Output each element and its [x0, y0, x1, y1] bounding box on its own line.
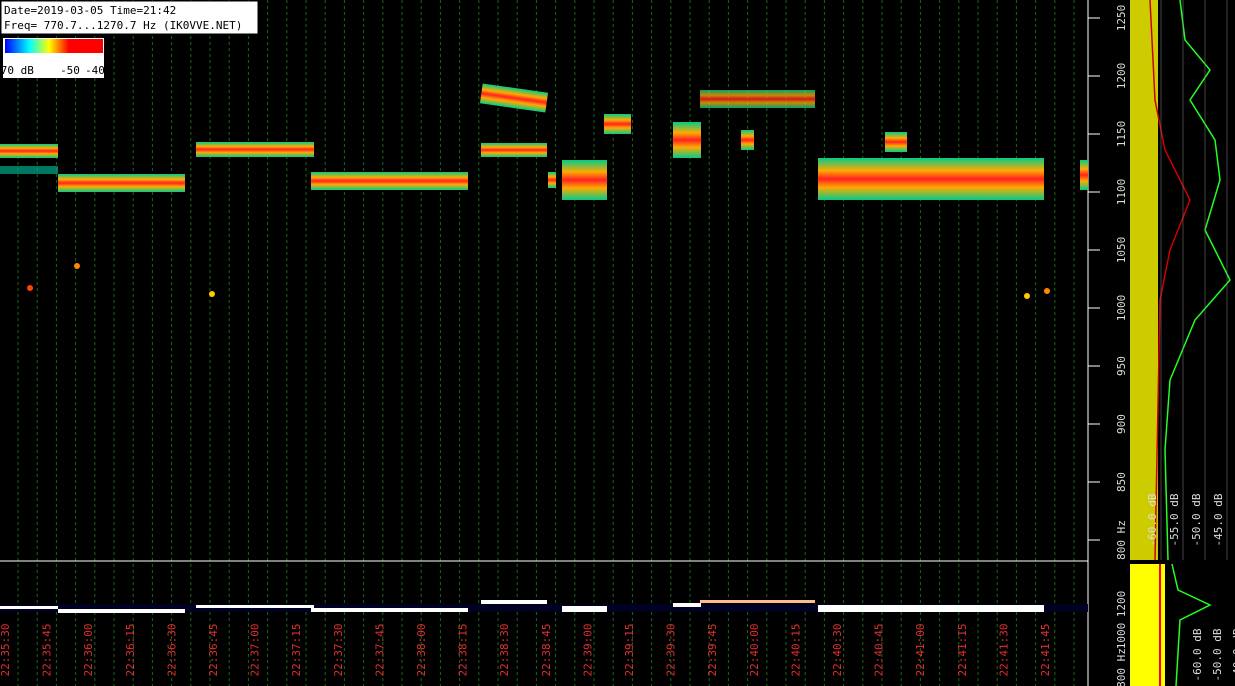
- time-label: 22:36:15: [124, 624, 137, 677]
- freq-label: 1150: [1115, 121, 1128, 148]
- time-label: 22:38:15: [457, 624, 470, 677]
- time-label: 22:38:00: [415, 624, 428, 677]
- time-label: 22:37:30: [332, 624, 345, 677]
- colorbar-label: -40: [85, 64, 105, 77]
- freq-line: Freq= 770.7...1270.7 Hz (IK0VVE.NET): [4, 19, 242, 32]
- freq-label: 850: [1115, 472, 1128, 492]
- freq-label: 1200: [1115, 63, 1128, 90]
- colorbar-label: -70 dB: [0, 64, 34, 77]
- time-label: 22:40:00: [748, 624, 761, 677]
- time-label: 22:38:45: [540, 624, 553, 677]
- time-label: 22:39:30: [665, 624, 678, 677]
- db-label: -50.0 dB: [1190, 493, 1203, 546]
- time-label: 22:38:30: [498, 624, 511, 677]
- strip-freq-label: 1000: [1115, 623, 1128, 650]
- time-label: 22:39:00: [581, 624, 594, 677]
- db-label: -60.0 dB: [1146, 493, 1159, 546]
- time-label: 22:35:30: [0, 624, 12, 677]
- time-label: 22:39:45: [706, 624, 719, 677]
- grid: [17, 0, 1075, 686]
- freq-label: 1050: [1115, 237, 1128, 264]
- time-label: 22:41:45: [1039, 624, 1052, 677]
- time-label: 22:36:30: [165, 624, 178, 677]
- freq-label: 1250: [1115, 5, 1128, 32]
- strip-db-label: -50.0 dB: [1211, 628, 1224, 681]
- time-label: 22:37:15: [290, 624, 303, 677]
- strip-signals: [0, 600, 1088, 613]
- freq-label: 950: [1115, 356, 1128, 376]
- freq-label: 1100: [1115, 179, 1128, 206]
- colorbar-label: -50: [60, 64, 80, 77]
- freq-label: 1000: [1115, 295, 1128, 322]
- side-spectrum: [1130, 0, 1231, 686]
- freq-label: 800 Hz: [1115, 520, 1128, 560]
- strip-freq-label: 800 Hz: [1115, 648, 1128, 686]
- time-label: 22:36:00: [82, 624, 95, 677]
- header-box: Date=2019-03-05 Time=21:42 Freq= 770.7..…: [0, 0, 259, 78]
- time-label: 22:41:15: [956, 624, 969, 677]
- time-label: 22:40:45: [873, 624, 886, 677]
- colorbar: [5, 39, 103, 53]
- time-label: 22:41:30: [997, 624, 1010, 677]
- db-label: -45.0 dB: [1212, 493, 1225, 546]
- db-label: -55.0 dB: [1168, 493, 1181, 546]
- time-label: 22:40:15: [789, 624, 802, 677]
- strip-db-label: -40.0 dB: [1231, 628, 1235, 681]
- time-label: 22:36:45: [207, 624, 220, 677]
- time-label: 22:35:45: [41, 624, 54, 677]
- date-line: Date=2019-03-05 Time=21:42: [4, 4, 176, 17]
- time-label: 22:37:00: [249, 624, 262, 677]
- time-label: 22:40:30: [831, 624, 844, 677]
- freq-label: 900: [1115, 414, 1128, 434]
- time-label: 22:37:45: [373, 624, 386, 677]
- strip-freq-label: 1200: [1115, 591, 1128, 618]
- time-label: 22:39:15: [623, 624, 636, 677]
- strip-db-label: -60.0 dB: [1191, 628, 1204, 681]
- time-label: 22:41:00: [914, 624, 927, 677]
- signals: [0, 83, 1088, 299]
